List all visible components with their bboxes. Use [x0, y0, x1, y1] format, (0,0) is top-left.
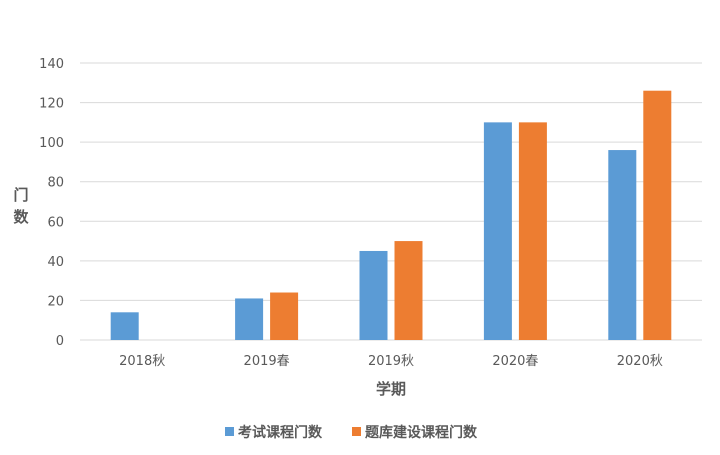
- bar-exam-courses-3: [484, 122, 512, 340]
- x-tick-label: 2020春: [492, 354, 538, 369]
- y-tick-label: 20: [47, 294, 64, 309]
- bar-question-bank-courses-3: [519, 122, 547, 340]
- bar-exam-courses-1: [235, 298, 263, 340]
- y-axis-tick-labels: 0 20 40 60 80 100 120 140: [39, 57, 64, 349]
- x-tick-label: 2019秋: [368, 354, 414, 369]
- y-axis-title-char-2: 数: [13, 208, 29, 226]
- y-tick-label: 80: [47, 176, 64, 191]
- legend-swatch: [225, 427, 234, 436]
- y-tick-label: 140: [39, 57, 64, 72]
- legend-item-question-bank-courses: 题库建设课程门数: [352, 424, 478, 441]
- bars: [111, 91, 672, 340]
- bar-question-bank-courses-4: [643, 91, 671, 340]
- x-tick-label: 2018秋: [119, 354, 165, 369]
- legend-label: 题库建设课程门数: [365, 424, 478, 441]
- bar-question-bank-courses-2: [395, 241, 423, 340]
- x-axis-title: 学期: [376, 380, 406, 398]
- bar-exam-courses-0: [111, 312, 139, 340]
- y-tick-label: 60: [47, 215, 64, 230]
- y-tick-label: 100: [39, 136, 64, 151]
- legend-item-exam-courses: 考试课程门数: [225, 424, 323, 441]
- bar-exam-courses-4: [608, 150, 636, 340]
- x-tick-label: 2020秋: [617, 354, 663, 369]
- legend-label: 考试课程门数: [238, 424, 323, 441]
- y-axis-title-char-1: 门: [13, 186, 28, 204]
- bar-exam-courses-2: [360, 251, 388, 340]
- legend-swatch: [352, 427, 361, 436]
- y-tick-label: 0: [56, 334, 64, 349]
- bar-question-bank-courses-1: [270, 293, 298, 340]
- x-axis-tick-labels: 2018秋 2019春 2019秋 2020春 2020秋: [119, 354, 663, 369]
- y-tick-label: 120: [39, 97, 64, 112]
- x-tick-label: 2019春: [244, 354, 290, 369]
- y-tick-label: 40: [47, 255, 64, 270]
- legend: 考试课程门数 题库建设课程门数: [225, 424, 478, 441]
